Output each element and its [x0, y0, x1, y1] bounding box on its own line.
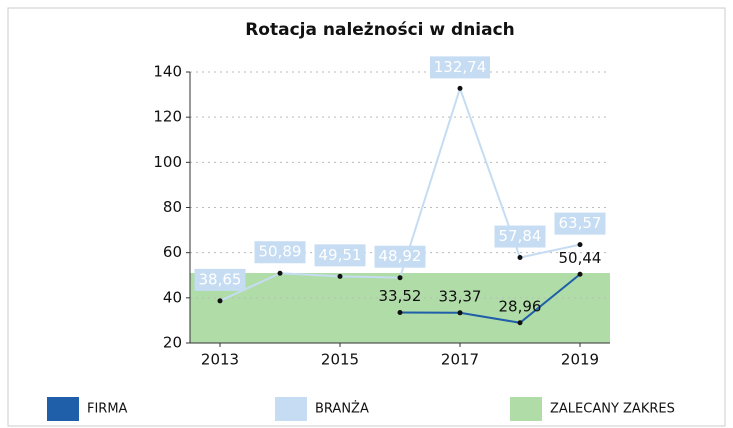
- value-label: 50,44: [559, 249, 602, 267]
- point: [397, 309, 403, 315]
- value-label-box: [430, 56, 490, 79]
- value-label-box: [254, 241, 306, 264]
- frame: [7, 7, 726, 427]
- point: [217, 298, 223, 304]
- y-tick-label: 80: [163, 198, 182, 216]
- y-tick-label: 60: [163, 243, 182, 261]
- legend-swatch: [510, 397, 542, 421]
- legend-swatch: [275, 397, 307, 421]
- value-label: 63,57: [559, 214, 602, 232]
- value-label: 49,51: [319, 246, 362, 264]
- value-label-box: [554, 212, 606, 235]
- y-tick-label: 100: [153, 153, 182, 171]
- point: [577, 242, 583, 248]
- value-label-box: [194, 268, 246, 291]
- point: [397, 275, 403, 281]
- x-tick-label: 2017: [441, 351, 479, 369]
- value-label-box: [314, 244, 366, 267]
- y-tick-label: 40: [163, 288, 182, 306]
- value-label-box: [494, 225, 546, 248]
- y-tick-label: 20: [163, 334, 182, 352]
- point: [577, 271, 583, 277]
- point: [457, 85, 463, 91]
- value-label: 57,84: [499, 227, 542, 245]
- point: [517, 255, 523, 261]
- value-label-box: [374, 245, 426, 268]
- recommended-range: [190, 272, 610, 343]
- point: [337, 273, 343, 279]
- value-label: 33,37: [439, 287, 482, 305]
- value-label: 38,65: [199, 270, 242, 288]
- legend-label: BRANŻA: [315, 401, 369, 417]
- x-tick-label: 2015: [321, 351, 359, 369]
- series-line: [399, 273, 581, 324]
- legend-swatch: [47, 397, 79, 421]
- legend-label: ZALECANY ZAKRES: [550, 402, 675, 417]
- y-tick-label: 140: [153, 63, 182, 81]
- value-label: 48,92: [379, 247, 422, 265]
- value-label: 28,96: [499, 297, 542, 315]
- point: [517, 320, 523, 326]
- value-label: 132,74: [434, 58, 487, 76]
- legend-label: FIRMA: [87, 402, 128, 417]
- point: [277, 270, 283, 276]
- value-label: 50,89: [259, 243, 302, 261]
- point: [457, 310, 463, 316]
- chart-title: Rotacja należności w dniach: [245, 20, 515, 40]
- x-tick-label: 2013: [201, 351, 239, 369]
- value-label: 33,52: [379, 287, 422, 305]
- x-tick-label: 2019: [561, 351, 599, 369]
- y-tick-label: 120: [153, 108, 182, 126]
